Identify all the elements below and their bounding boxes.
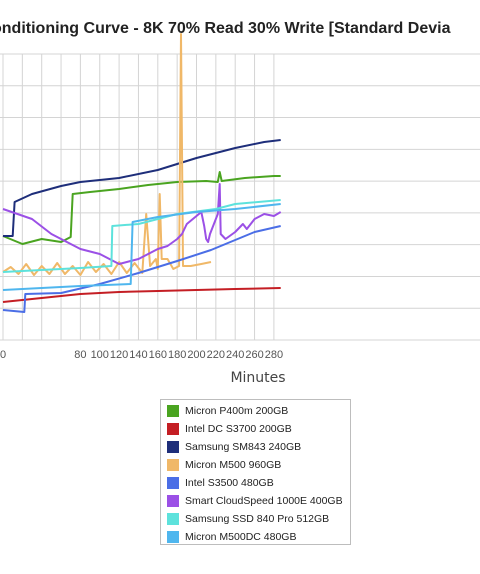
legend-swatch <box>167 405 179 417</box>
x-tick-label: 220 <box>207 349 225 361</box>
legend-label: Samsung SSD 840 Pro 512GB <box>185 513 330 525</box>
legend-swatch <box>167 459 179 471</box>
series-line-micron-m500dc-480gb <box>2 203 281 291</box>
x-tick-label: 260 <box>245 349 263 361</box>
legend-item: Micron M500 960GB <box>167 458 281 472</box>
x-tick-label: 0 <box>0 349 6 361</box>
x-tick-label: 120 <box>110 349 128 361</box>
series-line-smart-cloudspeed-1000e-400gb <box>2 183 282 265</box>
legend-label: Micron P400m 200GB <box>185 405 289 417</box>
series-line-samsung-sm843-240gb <box>3 139 281 237</box>
legend-swatch <box>167 495 179 507</box>
series-lines <box>2 33 282 313</box>
legend-swatch <box>167 477 179 489</box>
legend-label: Micron M500DC 480GB <box>185 531 297 543</box>
legend-swatch <box>167 531 179 543</box>
legend-item: Smart CloudSpeed 1000E 400GB <box>167 494 343 508</box>
x-tick-label: 240 <box>226 349 244 361</box>
legend-item: Samsung SM843 240GB <box>167 440 301 454</box>
x-tick-label: 140 <box>129 349 147 361</box>
series-line-intel-dc-s3700-200gb <box>2 287 281 303</box>
legend-swatch <box>167 513 179 525</box>
x-axis-label: Minutes <box>230 370 286 386</box>
chart-title: onditioning Curve - 8K 70% Read 30% Writ… <box>0 20 451 37</box>
legend-item: Micron M500DC 480GB <box>167 530 296 544</box>
series-line-micron-p400m-200gb <box>2 171 281 245</box>
x-tick-label: 200 <box>187 349 205 361</box>
legend: Micron P400m 200GB Intel DC S3700 200GB Sa… <box>160 399 351 545</box>
series-line-micron-m500-960gb <box>2 33 212 276</box>
series-line-samsung-ssd-840-pro-512gb <box>2 199 281 273</box>
legend-label: Samsung SM843 240GB <box>185 441 302 453</box>
legend-item: Samsung SSD 840 Pro 512GB <box>167 512 329 526</box>
legend-item: Micron P400m 200GB <box>167 404 288 418</box>
x-tick-label: 80 <box>74 349 86 361</box>
legend-swatch <box>167 441 179 453</box>
series-line-intel-s3500-480gb <box>2 225 281 313</box>
legend-label: Intel DC S3700 200GB <box>185 423 292 435</box>
x-tick-label: 160 <box>149 349 167 361</box>
legend-swatch <box>167 423 179 435</box>
x-tick-labels: 0 80 100 120 140 160 180 200 220 240 260 280 <box>0 349 283 361</box>
x-tick-label: 280 <box>265 349 283 361</box>
x-tick-label: 100 <box>91 349 109 361</box>
legend-label: Micron M500 960GB <box>185 459 282 471</box>
plot-area: 0 80 100 120 140 160 180 200 220 240 260 280 <box>0 33 480 361</box>
x-tick-label: 180 <box>168 349 186 361</box>
legend-item: Intel S3500 480GB <box>167 476 274 490</box>
legend-item: Intel DC S3700 200GB <box>167 422 292 436</box>
legend-label: Smart CloudSpeed 1000E 400GB <box>185 495 343 507</box>
legend-label: Intel S3500 480GB <box>185 477 274 489</box>
